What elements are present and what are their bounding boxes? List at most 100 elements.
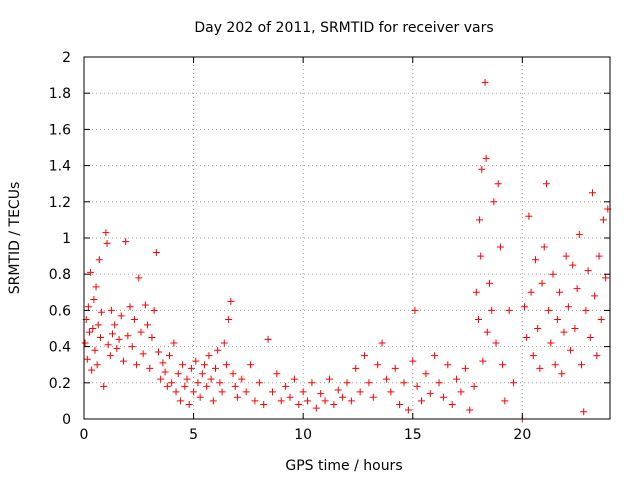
data-point (582, 306, 590, 314)
data-point (529, 352, 537, 360)
data-point (102, 229, 110, 237)
data-point (108, 330, 116, 338)
data-point (187, 364, 195, 372)
x-tick-label: 15 (404, 427, 422, 443)
x-axis-label: GPS time / hours (285, 458, 402, 474)
data-point (146, 364, 154, 372)
data-point (157, 375, 165, 383)
data-point (485, 279, 493, 287)
data-point (602, 274, 610, 282)
data-point (483, 328, 491, 336)
data-point (295, 401, 303, 409)
data-point (89, 325, 97, 332)
data-point (431, 352, 439, 360)
data-point (547, 339, 555, 347)
data-point (96, 334, 104, 342)
data-point (476, 216, 484, 224)
data-point (273, 370, 281, 378)
data-point (457, 388, 465, 396)
data-point (103, 239, 111, 247)
data-point (597, 315, 605, 323)
data-point (352, 364, 360, 372)
data-point (185, 401, 193, 409)
data-point (163, 382, 171, 390)
data-point (545, 306, 553, 314)
data-point (536, 364, 544, 372)
data-point (409, 357, 417, 365)
data-point (453, 375, 461, 383)
data-point (95, 256, 103, 264)
data-point (542, 180, 550, 188)
data-point (264, 335, 272, 343)
data-point (505, 306, 513, 314)
data-point (183, 375, 191, 383)
data-point (196, 393, 204, 401)
data-point (135, 274, 143, 282)
data-point (216, 379, 224, 387)
y-tick-label: 0.2 (49, 376, 71, 392)
data-point (231, 382, 239, 390)
data-point (571, 325, 579, 332)
data-point (422, 370, 430, 378)
data-point (229, 370, 237, 378)
data-point (87, 268, 95, 276)
data-points (81, 78, 612, 423)
data-point (578, 361, 586, 369)
data-point (282, 382, 290, 390)
data-point (356, 388, 364, 396)
data-point (247, 361, 255, 369)
x-tick-label: 20 (513, 427, 531, 443)
data-point (560, 328, 568, 336)
y-tick-label: 1.2 (49, 195, 71, 211)
data-point (564, 303, 572, 311)
data-point (321, 397, 329, 405)
data-point (238, 375, 246, 383)
data-point (174, 370, 182, 378)
data-point (499, 361, 507, 369)
data-point (479, 357, 487, 365)
data-point (117, 312, 125, 320)
data-point (361, 352, 369, 360)
data-point (490, 198, 498, 206)
data-point (225, 315, 233, 323)
data-point (94, 321, 102, 329)
data-point (549, 270, 557, 278)
data-point (194, 379, 202, 387)
data-point (501, 397, 509, 405)
data-point (510, 379, 518, 387)
data-point (369, 393, 377, 401)
data-point (523, 334, 531, 342)
data-point (85, 328, 93, 336)
data-point (150, 306, 158, 314)
data-point (527, 288, 535, 296)
data-point (584, 267, 592, 275)
data-point (113, 344, 121, 352)
y-tick-label: 1.8 (49, 86, 71, 102)
data-point (126, 303, 134, 311)
data-point (413, 382, 421, 390)
data-point (198, 370, 206, 378)
data-point (201, 361, 209, 369)
data-point (317, 390, 325, 398)
data-point (347, 397, 355, 405)
y-tick-label: 1.4 (49, 159, 71, 175)
data-point (83, 355, 91, 363)
data-point (591, 292, 599, 300)
data-point (426, 390, 434, 398)
data-point (203, 382, 211, 390)
data-point (496, 243, 504, 251)
data-point (115, 335, 123, 343)
data-point (181, 382, 189, 390)
data-point (378, 339, 386, 347)
data-point (222, 361, 230, 369)
y-tick-label: 0.4 (49, 340, 71, 356)
data-point (190, 388, 198, 396)
data-point (567, 346, 575, 354)
data-point (404, 406, 412, 414)
data-point (444, 361, 452, 369)
data-point (531, 256, 539, 264)
data-point (556, 288, 564, 296)
data-point (139, 350, 147, 358)
data-point (562, 252, 570, 260)
